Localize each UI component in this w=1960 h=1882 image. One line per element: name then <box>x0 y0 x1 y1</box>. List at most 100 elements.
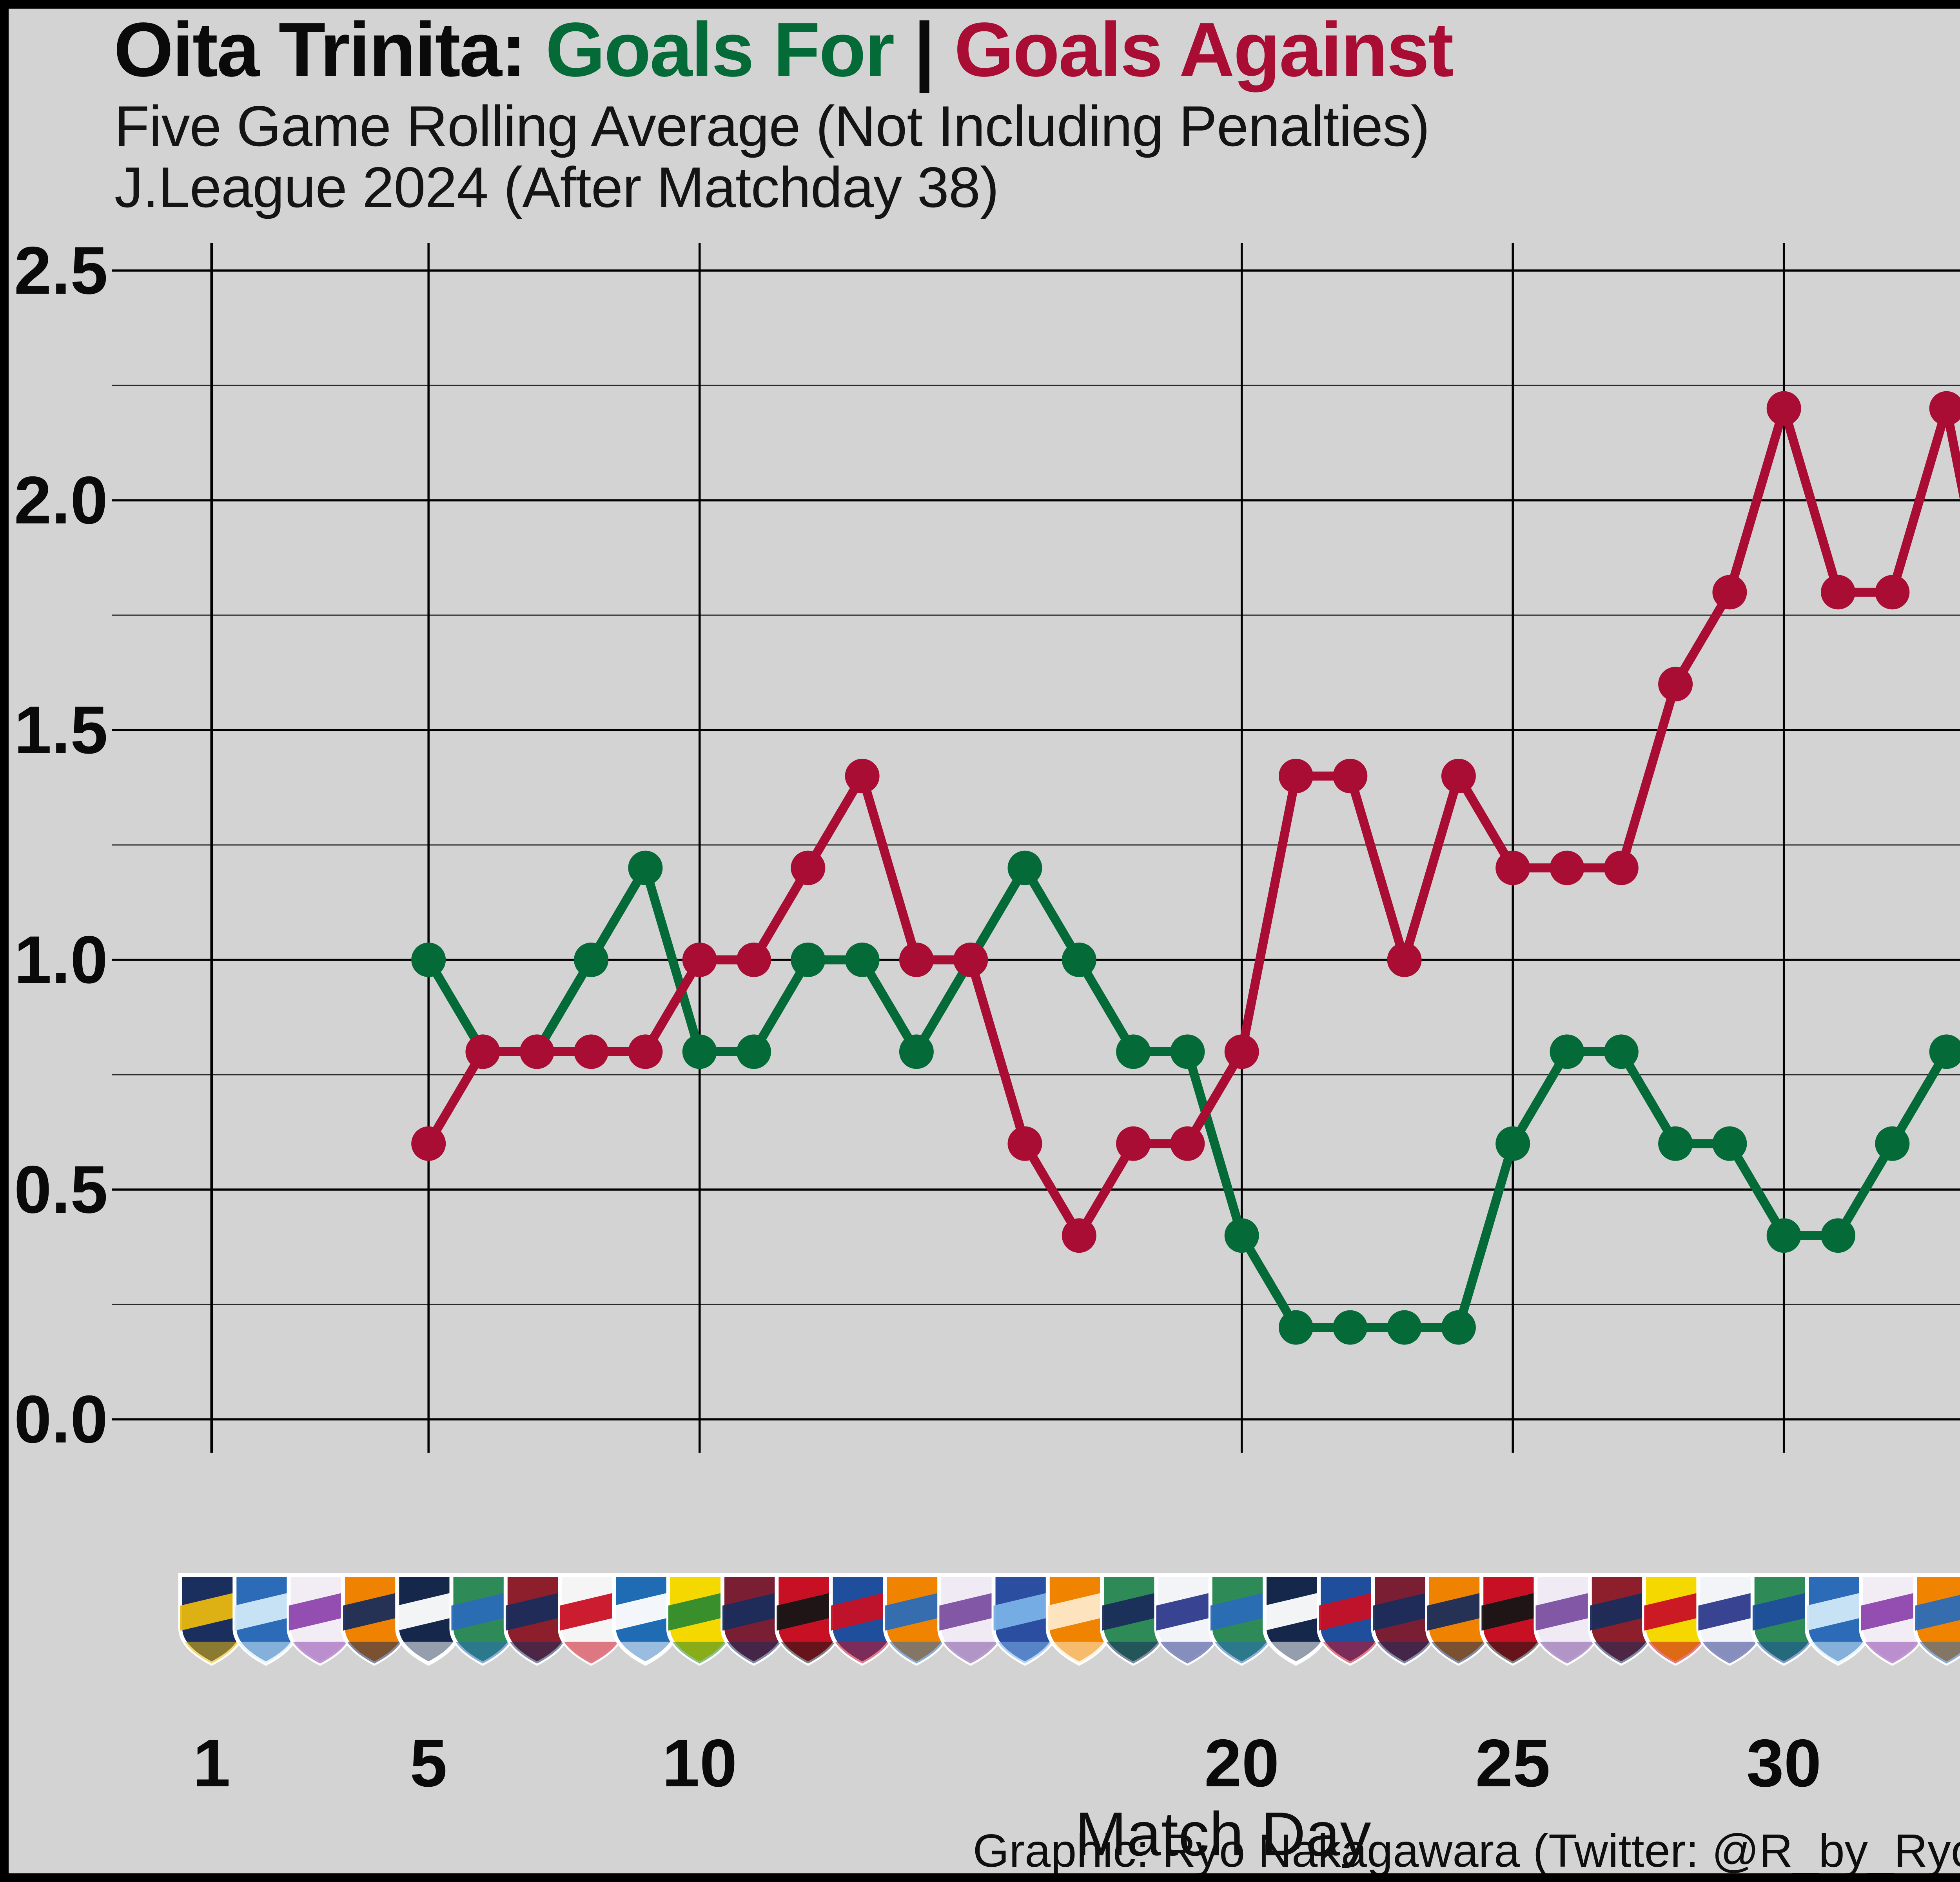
goals-for-point-day-30 <box>1766 1218 1801 1253</box>
crest-base <box>1590 1642 1653 1664</box>
matchday-crest-2 <box>232 1573 299 1666</box>
crest-base <box>1265 1642 1327 1664</box>
goals-for-point-day-22 <box>1333 1310 1368 1345</box>
chart-title: Oita Trinita: Goals For | Goals Against <box>114 5 1454 94</box>
crest-base <box>1807 1642 1869 1664</box>
goals-for-line <box>424 863 1960 1332</box>
credit-caption: Graphic: Ryo Nakagawara (Twitter: @R_by_… <box>973 1825 1960 1877</box>
chart-title-separator: | <box>893 7 955 93</box>
crest-base <box>1427 1642 1490 1664</box>
goals-for-point-day-23 <box>1387 1310 1422 1345</box>
crest-stripe <box>1373 1591 1436 1631</box>
goals-against-point-day-21 <box>1279 759 1313 794</box>
goals-against-point-day-24 <box>1441 759 1476 794</box>
chart-subtitle-line-1: Five Game Rolling Average (Not Including… <box>114 94 1430 158</box>
crest-base <box>1535 1642 1599 1664</box>
goals-against-point-day-17 <box>1062 1218 1096 1253</box>
matchday-crest-8 <box>558 1573 625 1666</box>
crest-base <box>1915 1642 1960 1664</box>
crest-stripe <box>1861 1591 1924 1631</box>
goals-against-point-day-11 <box>737 943 771 977</box>
goals-for-point-day-20 <box>1224 1218 1259 1253</box>
crest-base <box>614 1642 677 1664</box>
crest-stripe <box>1481 1591 1544 1631</box>
crest-stripe <box>1590 1591 1653 1631</box>
goals-for-point-day-27 <box>1604 1034 1639 1069</box>
goals-for-point-day-28 <box>1658 1126 1693 1161</box>
crest-base <box>1210 1642 1273 1664</box>
goals-against-point-day-14 <box>899 943 934 977</box>
goals-for-point-day-18 <box>1116 1034 1151 1069</box>
crest-base <box>451 1642 514 1664</box>
goals-for-point-day-31 <box>1821 1218 1855 1253</box>
matchday-crest-19 <box>1154 1573 1221 1666</box>
goals-for-point-day-5 <box>411 943 446 977</box>
x-axis-tick-label-1: 1 <box>193 1726 230 1801</box>
x-axis-tick-label-25: 25 <box>1475 1726 1550 1801</box>
y-axis-tick-label-0.5: 0.5 <box>14 1152 108 1227</box>
crest-base <box>1481 1642 1544 1664</box>
goals-against-point-day-25 <box>1495 850 1530 885</box>
crest-base <box>560 1642 623 1664</box>
crest-base <box>1861 1642 1924 1664</box>
matchday-crest-4 <box>341 1573 408 1666</box>
chart-title-prefix: Oita Trinita: <box>114 7 546 93</box>
crest-base <box>343 1642 406 1664</box>
crest-stripe <box>505 1591 568 1631</box>
goals-for-point-day-17 <box>1062 943 1096 977</box>
crest-stripe <box>885 1591 948 1631</box>
goals-against-point-day-7 <box>519 1034 554 1069</box>
y-axis-tick-label-0.0: 0.0 <box>14 1382 108 1457</box>
goals-against-point-day-23 <box>1387 943 1422 977</box>
crest-stripe <box>1102 1591 1165 1631</box>
crest-base <box>1319 1642 1382 1664</box>
y-axis-tick-label-1.0: 1.0 <box>14 922 108 997</box>
crest-stripe <box>1915 1591 1960 1631</box>
x-axis-title: Match Day <box>1075 1800 1371 1869</box>
crest-stripe <box>397 1591 460 1631</box>
crest-stripe <box>668 1591 731 1631</box>
crest-base <box>831 1642 894 1664</box>
goals-for-point-day-32 <box>1875 1126 1910 1161</box>
crest-base <box>1644 1642 1707 1664</box>
goals-against-point-day-31 <box>1821 575 1855 610</box>
crest-stripe <box>777 1591 840 1631</box>
y-axis-tick-label-2.5: 2.5 <box>14 233 108 308</box>
goals-for-point-day-19 <box>1170 1034 1205 1069</box>
matchday-crest-17 <box>1045 1573 1112 1666</box>
crest-base <box>397 1642 460 1664</box>
goals-for-point-day-29 <box>1712 1126 1747 1161</box>
goals-against-point-day-13 <box>845 759 880 794</box>
matchday-crest-7 <box>503 1573 570 1666</box>
chart-subtitle-line-2: J.League 2024 (After Matchday 38) <box>114 155 999 219</box>
goals-against-point-day-28 <box>1658 667 1693 701</box>
matchday-crest-26 <box>1534 1573 1601 1666</box>
goals-against-point-day-8 <box>574 1034 609 1069</box>
crest-stripe <box>831 1591 894 1631</box>
x-axis-tick-label-5: 5 <box>410 1726 448 1801</box>
goals-for-point-day-13 <box>845 943 880 977</box>
y-axis-tick-label-2.0: 2.0 <box>14 463 108 538</box>
crest-stripe <box>1698 1591 1761 1631</box>
y-axis-tick-label-1.5: 1.5 <box>14 692 108 768</box>
crest-stripe <box>1807 1591 1869 1631</box>
matchday-crest-16 <box>991 1573 1058 1666</box>
crest-base <box>289 1642 352 1664</box>
crest-stripe <box>343 1591 406 1631</box>
crest-stripe <box>1265 1591 1327 1631</box>
goals-for-point-day-24 <box>1441 1310 1476 1345</box>
crest-stripe <box>234 1591 298 1631</box>
crest-stripe <box>1752 1591 1815 1631</box>
goals-against-point-day-10 <box>682 943 717 977</box>
crest-stripe <box>1319 1591 1382 1631</box>
crest-base <box>668 1642 731 1664</box>
crest-stripe <box>560 1591 623 1631</box>
crest-base <box>234 1642 298 1664</box>
matchday-crest-21 <box>1263 1573 1329 1666</box>
goals-against-point-day-18 <box>1116 1126 1151 1161</box>
crest-base <box>1752 1642 1815 1664</box>
goals-for-point-day-10 <box>682 1034 717 1069</box>
crest-base <box>939 1642 1002 1664</box>
crest-stripe <box>993 1591 1056 1631</box>
goals-against-point-day-20 <box>1224 1034 1259 1069</box>
